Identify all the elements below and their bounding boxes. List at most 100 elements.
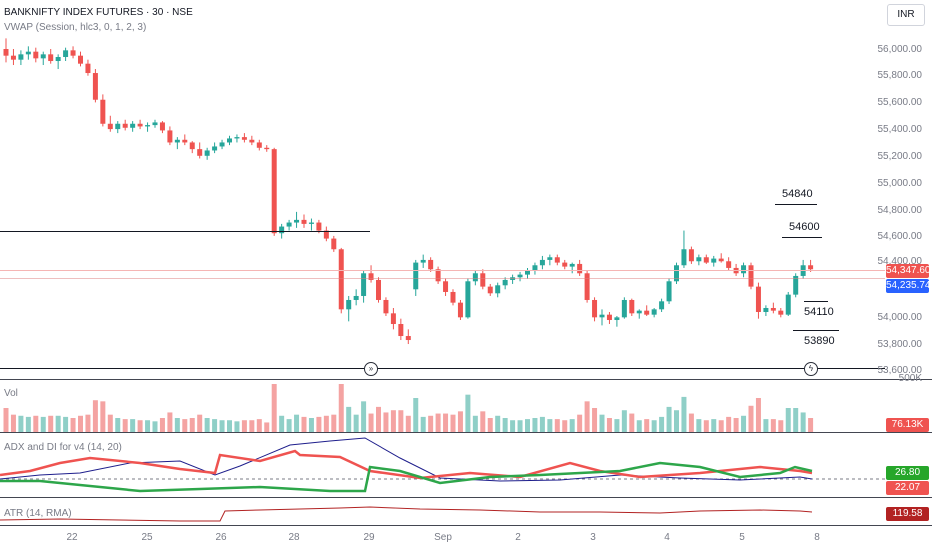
volume-bar [592, 408, 598, 432]
resistance-line[interactable] [0, 231, 370, 232]
adx-legend: ADX and DI for v4 (14, 20) [4, 442, 122, 453]
candle-body [562, 262, 568, 267]
volume-bar [18, 415, 24, 432]
candle-body [636, 310, 642, 314]
volume-bar [122, 419, 128, 432]
candle-body [681, 249, 687, 266]
volume-bar [741, 415, 747, 432]
level-line-54600[interactable] [782, 237, 822, 238]
candle-body [10, 55, 16, 60]
candle-body [577, 263, 583, 274]
candle-body [18, 54, 24, 60]
volume-bar [25, 416, 31, 432]
volume-bar [659, 416, 665, 432]
candle-body [70, 50, 76, 56]
volume-bar [674, 410, 679, 432]
candle-body [92, 73, 98, 100]
volume-bar [55, 415, 61, 432]
last-price-line [0, 270, 885, 271]
volume-bar [219, 420, 225, 432]
candle-body [159, 122, 165, 131]
candle-body [435, 269, 441, 282]
candle-body [599, 314, 605, 318]
volume-bar [197, 414, 203, 432]
volume-bar [301, 416, 307, 432]
volume-bar [554, 419, 560, 432]
candle-body [390, 313, 396, 325]
volume-bar [733, 418, 739, 432]
pane-divider[interactable] [0, 379, 932, 380]
price-tick: 53,800.00 [877, 339, 923, 350]
price-tick: 55,400.00 [877, 124, 923, 135]
volume-bar [577, 414, 583, 432]
volume-bar [264, 422, 270, 432]
date-tick: 4 [664, 532, 670, 543]
candle-body [219, 142, 225, 147]
last-price-tag: 54,347.60 [886, 264, 931, 278]
currency-button[interactable]: INR [887, 4, 925, 26]
price-chart[interactable] [0, 0, 885, 380]
candle-body [785, 294, 791, 315]
candle-body [241, 137, 247, 140]
atr-chart[interactable] [0, 498, 885, 525]
level-label-54840: 54840 [782, 188, 813, 200]
volume-bar [510, 420, 516, 432]
level-label-54110: 54110 [804, 306, 834, 318]
volume-bar [152, 421, 158, 432]
candle-body [539, 259, 545, 266]
atr-legend: ATR (14, RMA) [4, 508, 72, 519]
candle-body [688, 249, 694, 262]
volume-chart[interactable] [0, 380, 885, 432]
volume-bar [666, 406, 672, 432]
level-line-54840[interactable] [775, 204, 817, 205]
date-tick: 8 [814, 532, 820, 543]
candle-body [659, 301, 665, 310]
chart-title: BANKNIFTY INDEX FUTURES · 30 · NSE [4, 7, 193, 18]
volume-bar [808, 418, 814, 432]
price-tick: 54,800.00 [877, 205, 923, 216]
volume-bar [472, 415, 478, 432]
volume-bar [457, 411, 463, 432]
pane-divider[interactable] [0, 497, 932, 498]
candle-body [182, 139, 188, 143]
candle-body [361, 273, 367, 296]
volume-bar [294, 414, 300, 432]
volume-bar [279, 415, 285, 432]
level-line-53890[interactable] [793, 330, 839, 331]
candle-body [85, 63, 91, 74]
date-tick: Sep [434, 532, 452, 543]
volume-bar [569, 419, 575, 432]
candle-body [346, 299, 352, 310]
candle-body [204, 150, 210, 156]
volume-bar [726, 416, 732, 432]
fast-forward-icon[interactable]: » [364, 362, 378, 376]
pane-divider[interactable] [0, 525, 932, 526]
volume-bar [100, 401, 106, 432]
volume-bar [390, 410, 396, 432]
candle-body [472, 273, 478, 282]
volume-bar [376, 406, 381, 432]
pane-divider[interactable] [0, 432, 932, 433]
volume-bar [584, 401, 590, 432]
volume-bar [547, 419, 553, 432]
volume-bar [502, 418, 508, 432]
volume-bar [420, 416, 426, 432]
volume-bar [92, 400, 98, 432]
volume-bar [450, 414, 456, 432]
candle-body [770, 307, 776, 311]
candle-body [48, 54, 54, 62]
candle-body [726, 261, 732, 268]
volume-bar [517, 420, 523, 432]
volume-bar [368, 413, 374, 432]
volume-bar [3, 408, 9, 432]
candle-body [316, 222, 322, 231]
level-line-54110[interactable] [804, 301, 828, 302]
lightning-icon[interactable]: ϟ [804, 362, 818, 376]
candle-body [517, 274, 523, 278]
date-tick: 26 [215, 532, 227, 543]
adx-chart[interactable] [0, 433, 885, 497]
volume-bar [770, 419, 776, 432]
volume-bar [316, 416, 322, 432]
volume-value-tag: 76.13K [886, 418, 929, 432]
support-line[interactable] [0, 368, 885, 369]
